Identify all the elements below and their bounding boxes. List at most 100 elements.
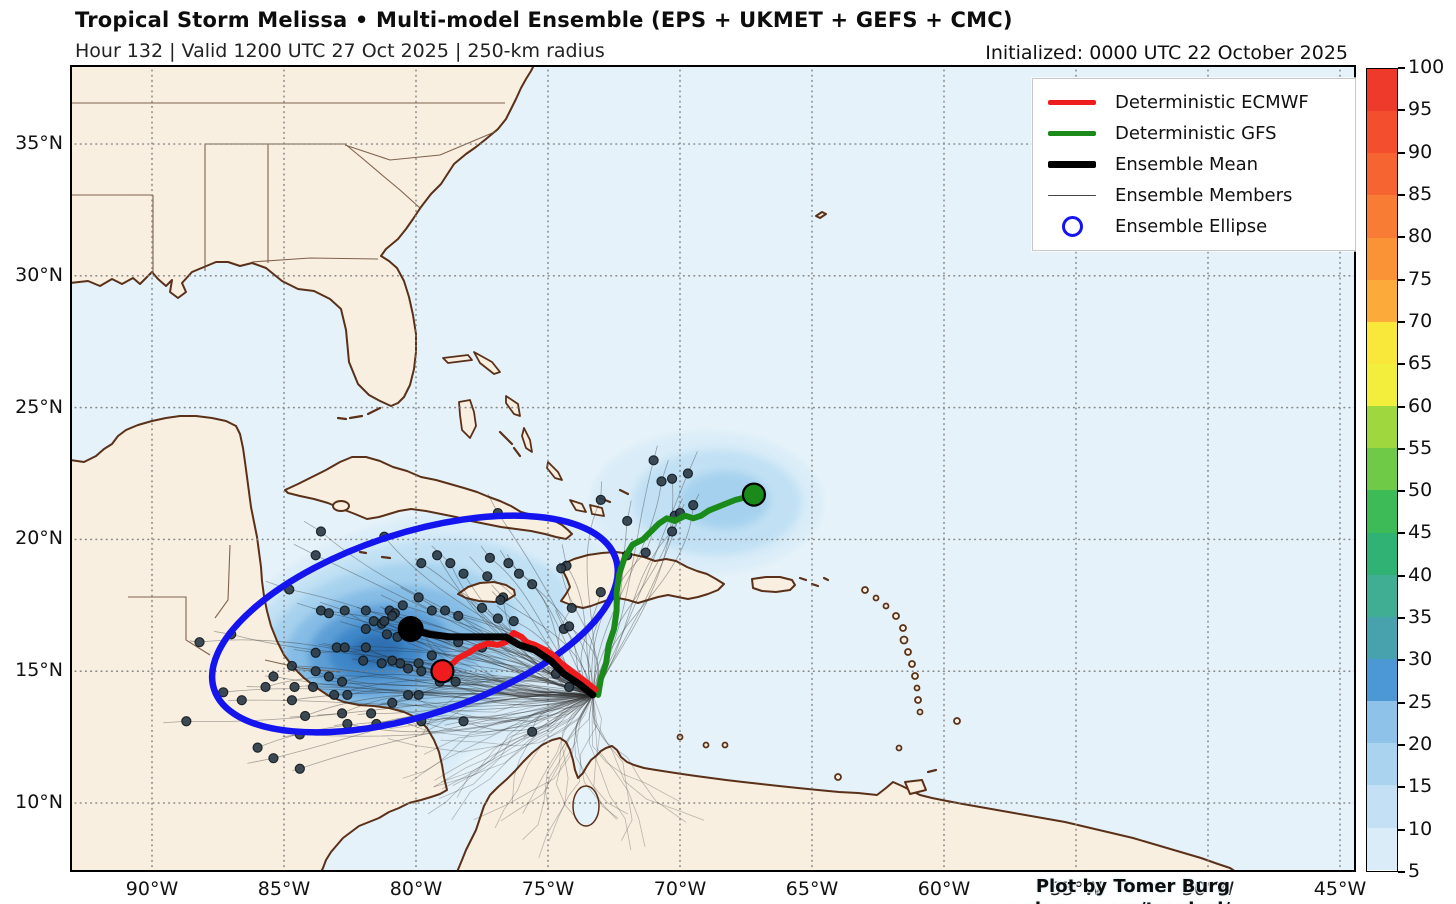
colorbar-tick <box>1398 67 1405 69</box>
colorbar-segment <box>1367 111 1397 154</box>
lon-tick-label: 60°W <box>917 878 971 900</box>
lon-tick-label: 85°W <box>257 878 311 900</box>
colorbar-tick-label: 50 <box>1408 479 1433 502</box>
ellipse-ring-swatch <box>1041 216 1103 237</box>
lon-tick-label: 80°W <box>389 878 443 900</box>
lon-tick-label: 75°W <box>521 878 575 900</box>
legend-label: Deterministic ECMWF <box>1115 92 1309 113</box>
ensemble-endpoint-dots <box>181 455 699 774</box>
colorbar-tick <box>1398 151 1405 154</box>
colorbar-segment <box>1367 321 1397 364</box>
land-us-southeast <box>70 65 535 407</box>
landmasses <box>70 65 1237 872</box>
lon-tick-label: 50°W <box>1181 878 1235 900</box>
legend-label: Ensemble Mean <box>1115 154 1259 175</box>
colorbar-tick <box>1398 744 1405 747</box>
colorbar-tick <box>1398 701 1405 704</box>
colorbar-tick <box>1398 617 1405 620</box>
ecmwf-line-swatch <box>1041 100 1103 105</box>
colorbar-segment <box>1367 448 1397 491</box>
colorbar-tick-label: 45 <box>1408 521 1433 544</box>
lat-tick-label: 15°N <box>15 659 63 682</box>
land-south-america <box>456 737 1237 872</box>
lake-maracaibo <box>572 785 600 827</box>
gfs-line-swatch <box>1041 131 1103 136</box>
colorbar-tick <box>1398 828 1405 831</box>
colorbar-tick-label: 95 <box>1408 98 1433 121</box>
colorbar-tick <box>1398 193 1405 196</box>
colorbar-tick-label: 5 <box>1408 860 1421 883</box>
colorbar-segment <box>1367 279 1397 322</box>
legend-item-ensemble-ellipse: Ensemble Ellipse <box>1041 211 1345 242</box>
colorbar-segment <box>1367 406 1397 449</box>
land-trinidad <box>904 779 927 795</box>
page-title: Tropical Storm Melissa • Multi-model Ens… <box>75 8 1013 32</box>
legend: Deterministic ECMWF Deterministic GFS En… <box>1032 78 1356 251</box>
colorbar-tick-label: 75 <box>1408 267 1433 290</box>
colorbar-tick-label: 70 <box>1408 310 1433 333</box>
colorbar-tick-label: 30 <box>1408 648 1433 671</box>
colorbar-tick <box>1398 363 1405 366</box>
land-bermuda <box>815 211 827 219</box>
lon-tick-label: 65°W <box>785 878 839 900</box>
colorbar-tick-label: 15 <box>1408 775 1433 798</box>
colorbar-tick <box>1398 405 1405 408</box>
lon-tick-label: 45°W <box>1313 878 1367 900</box>
colorbar <box>1366 68 1398 872</box>
colorbar-segment <box>1367 785 1397 828</box>
colorbar-tick-label: 35 <box>1408 606 1433 629</box>
colorbar-segment <box>1367 574 1397 617</box>
colorbar-tick-label: 65 <box>1408 352 1433 375</box>
attribution-author: Plot by Tomer Burg <box>1035 876 1230 897</box>
colorbar-tick-label: 25 <box>1408 690 1433 713</box>
colorbar-tick <box>1398 659 1405 662</box>
attribution: Plot by Tomer Burg www.polarwx.com/tropi… <box>954 876 1230 904</box>
colorbar-tick-label: 90 <box>1408 140 1433 163</box>
colorbar-tick <box>1398 320 1405 323</box>
political-borders <box>70 102 505 673</box>
colorbar-segment <box>1367 701 1397 744</box>
page-subtitle: Hour 132 | Valid 1200 UTC 27 Oct 2025 | … <box>75 40 605 62</box>
legend-item-ensemble-mean: Ensemble Mean <box>1041 149 1345 180</box>
land-isle-of-youth <box>332 500 350 512</box>
colorbar-segment <box>1367 827 1397 870</box>
colorbar-tick <box>1398 490 1405 493</box>
ensemble-ellipse <box>208 512 622 736</box>
colorbar-tick <box>1398 278 1405 281</box>
colorbar-tick <box>1398 447 1405 450</box>
colorbar-tick-label: 40 <box>1408 563 1433 586</box>
colorbar-tick-label: 10 <box>1408 817 1433 840</box>
colorbar-segment <box>1367 153 1397 196</box>
legend-item-gfs: Deterministic GFS <box>1041 118 1345 149</box>
colorbar-tick <box>1398 236 1405 239</box>
legend-label: Ensemble Ellipse <box>1115 216 1268 237</box>
attribution-url: www.polarwx.com/tropical/ <box>954 898 1230 904</box>
lat-tick-label: 25°N <box>15 395 63 418</box>
colorbar-segment <box>1367 363 1397 407</box>
mean-line-swatch <box>1041 161 1103 168</box>
colorbar-tick <box>1398 109 1405 112</box>
colorbar-tick-label: 60 <box>1408 394 1433 417</box>
island-dashes <box>336 406 938 774</box>
colorbar-segment <box>1367 658 1397 702</box>
colorbar-tick-label: 20 <box>1408 733 1433 756</box>
colorbar-tick-label: 55 <box>1408 436 1433 459</box>
init-time-label: Initialized: 0000 UTC 22 October 2025 <box>985 42 1348 64</box>
legend-label: Deterministic GFS <box>1115 123 1277 144</box>
colorbar-tick <box>1398 532 1405 535</box>
colorbar-segment <box>1367 490 1397 533</box>
colorbar-segment <box>1367 616 1397 659</box>
colorbar-segment <box>1367 195 1397 238</box>
legend-item-ecmwf: Deterministic ECMWF <box>1041 87 1345 118</box>
members-line-swatch <box>1041 194 1103 197</box>
land-yucatan-central-america <box>70 415 448 872</box>
lon-tick-label: 70°W <box>653 878 707 900</box>
forecast-tracks <box>397 482 767 699</box>
colorbar-tick <box>1398 574 1405 577</box>
colorbar-segment <box>1367 237 1397 280</box>
colorbar-tick-label: 80 <box>1408 225 1433 248</box>
colorbar-tick <box>1398 871 1405 873</box>
colorbar-segment <box>1367 69 1397 112</box>
colorbar-tick-label: 100 <box>1408 56 1445 79</box>
